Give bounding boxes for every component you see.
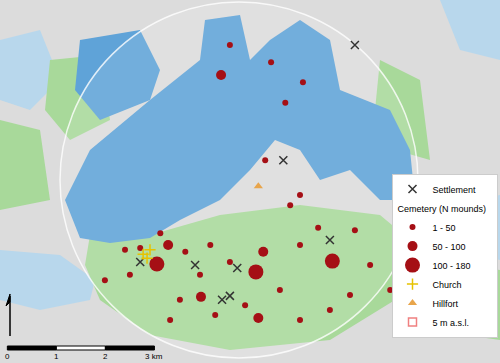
- svg-text:50 - 100: 50 - 100: [433, 242, 466, 252]
- svg-text:Hillfort: Hillfort: [433, 299, 459, 309]
- svg-text:5 m a.s.l.: 5 m a.s.l.: [433, 318, 470, 328]
- svg-text:100 - 180: 100 - 180: [433, 261, 471, 271]
- svg-text:1 - 50: 1 - 50: [433, 223, 456, 233]
- svg-text:2: 2: [103, 352, 108, 361]
- svg-text:Settlement: Settlement: [433, 185, 477, 195]
- svg-text:1: 1: [54, 352, 59, 361]
- svg-text:Cemetery (N mounds): Cemetery (N mounds): [398, 204, 487, 214]
- svg-text:0: 0: [5, 352, 10, 361]
- svg-text:3 km: 3 km: [145, 352, 163, 361]
- svg-text:Church: Church: [433, 280, 462, 290]
